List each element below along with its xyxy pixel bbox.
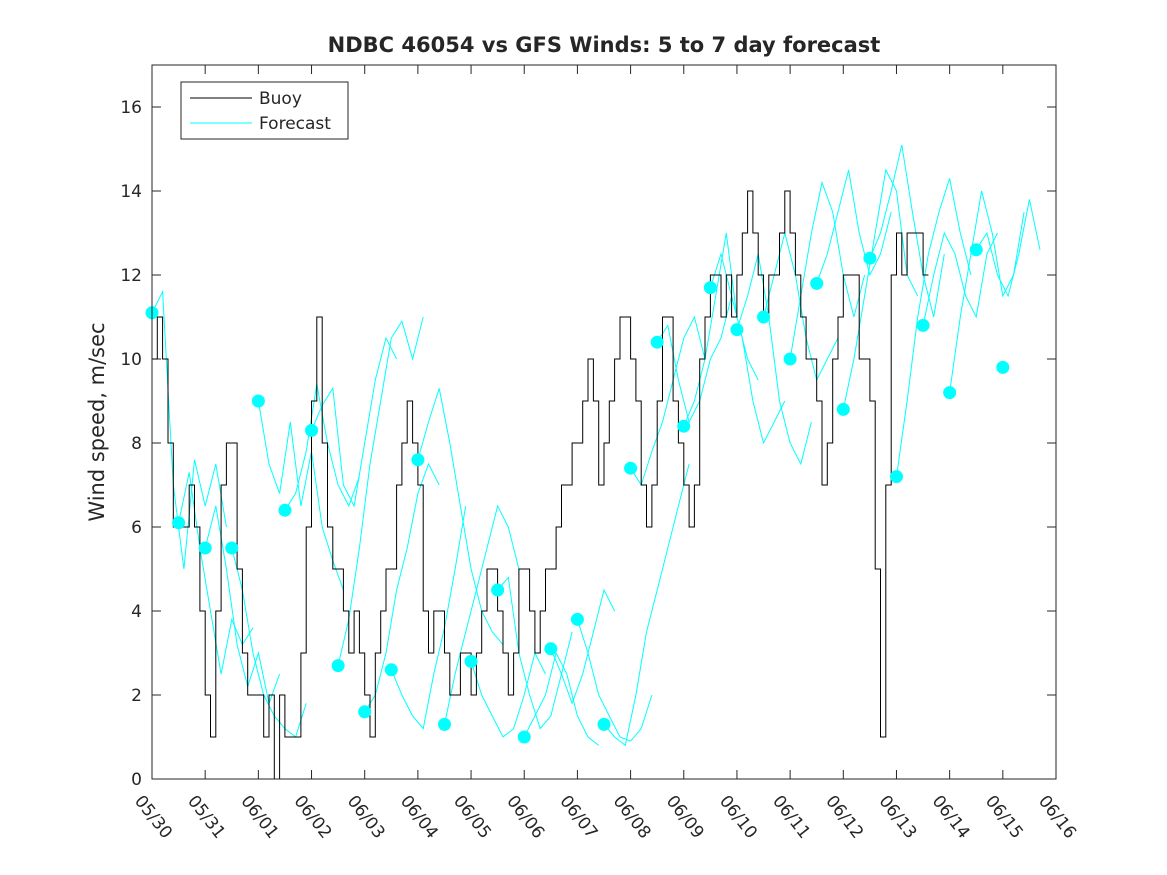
forecast-marker [331,659,345,673]
forecast-line [337,316,424,666]
forecast-line [204,505,281,706]
forecast-marker [517,730,531,744]
forecast-marker [810,276,824,290]
y-tick-label: 16 [120,98,142,118]
forecast-marker [889,470,903,484]
forecast-marker [544,642,558,656]
legend-forecast-label: Forecast [259,114,331,134]
forecast-marker [863,251,877,265]
forecast-marker [650,335,664,349]
forecast-line [896,178,972,477]
forecast-marker [251,394,265,408]
forecast-marker [491,583,505,597]
forecast-line [949,190,1025,393]
forecast-line [922,231,998,326]
forecast-line [736,253,812,466]
forecast-marker [783,352,797,366]
forecast-line [523,651,600,746]
forecast-line [444,504,520,725]
y-tick-label: 2 [131,686,142,706]
forecast-line [417,388,504,645]
forecast-marker [358,705,372,719]
y-tick-label: 8 [131,434,142,454]
forecast-line [364,462,440,713]
forecast-marker [597,717,611,731]
chart-title: NDBC 46054 vs GFS Winds: 5 to 7 day fore… [328,33,881,57]
forecast-series [151,144,1041,747]
forecast-marker [172,516,186,530]
forecast-line [975,199,1041,298]
forecast-line [816,169,892,284]
forecast-marker [411,453,425,467]
plot-area [152,65,1056,779]
forecast-line [709,252,786,445]
forecast-marker [437,717,451,731]
forecast-marker [836,402,850,416]
forecast-marker [730,323,744,337]
forecast-line [470,651,546,738]
y-tick-label: 12 [120,266,142,286]
forecast-marker [703,281,717,295]
y-tick-label: 4 [131,602,142,622]
forecast-marker [996,360,1010,374]
forecast-line [550,588,616,705]
forecast-line [390,505,467,730]
forecast-line [656,295,733,424]
forecast-line [603,463,690,747]
forecast-line [630,315,706,487]
forecast-marker [624,461,638,475]
forecast-marker [677,419,691,433]
forecast-markers [145,243,1010,744]
forecast-marker [969,243,983,257]
legend-buoy-label: Buoy [259,89,302,109]
legend-box [180,81,349,140]
forecast-line [497,576,573,730]
buoy-line [152,190,929,780]
y-axis-ticks: 0 2 4 6 8 10 12 14 16 [120,98,1056,790]
forecast-line [257,400,344,591]
forecast-line [311,336,398,508]
forecast-marker [943,386,957,400]
forecast-line [789,180,866,360]
forecast-marker [198,541,212,555]
y-tick-label: 14 [120,182,142,202]
forecast-marker [916,318,930,332]
forecast-marker [305,423,319,437]
forecast-marker [225,541,239,555]
y-axis-label: Wind speed, m/sec [85,322,109,521]
forecast-line [842,168,919,410]
forecast-marker [464,654,478,668]
forecast-marker [570,612,584,626]
buoy-series [152,190,929,780]
forecast-line [683,232,759,427]
forecast-marker [757,310,771,324]
legend: Buoy Forecast [180,81,349,140]
y-tick-label: 6 [131,518,142,538]
plot-frame [151,64,1057,780]
forecast-marker [278,503,292,517]
y-tick-label: 0 [131,770,142,790]
y-tick-label: 10 [120,350,142,370]
forecast-line [576,619,653,742]
forecast-line [869,144,945,318]
forecast-marker [384,663,398,677]
